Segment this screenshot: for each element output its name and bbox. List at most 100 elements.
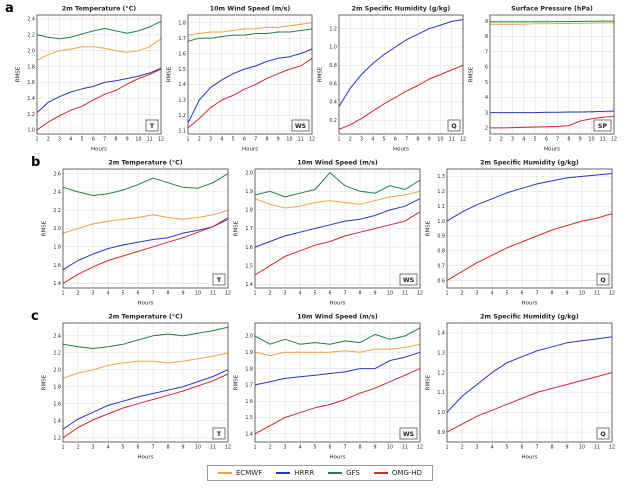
charts-row-a: 1 2 3 4 5 6 7 8 9 10 11 12 1.0 1.2 1.4 1.6 1.8 2.0 2.2 2.4 2… (14, 2, 618, 154)
x-tick-label: 1 (253, 291, 256, 297)
y-tick-label: 1.3 (437, 350, 445, 356)
chart-b-ws: 1 2 3 4 5 6 7 8 9 10 11 121.41.51.61.71.81.92.010m … (234, 160, 424, 307)
y-axis-label: RMSE (42, 374, 48, 390)
y-axis-label: RMSE (469, 66, 475, 82)
x-tick-label: 7 (103, 137, 106, 143)
y-tick-label: 2.6 (53, 171, 61, 177)
corner-label-box (596, 273, 610, 286)
y-tick-label: 1.0 (27, 128, 35, 134)
x-tick-label: 11 (600, 137, 606, 143)
x-tick-label: 12 (417, 445, 423, 451)
x-tick-label: 4 (522, 137, 525, 143)
x-tick-label: 9 (126, 137, 129, 143)
y-tick-label: 1.8 (27, 64, 35, 70)
chart-title: Surface Pressure (hPa) (511, 6, 593, 13)
corner-label: T (217, 431, 222, 438)
series-line-OMG-HD (338, 64, 464, 130)
y-tick-label: 0.6 (329, 81, 337, 87)
y-axis-label: RMSE (167, 66, 173, 82)
x-tick-label: 5 (313, 445, 316, 451)
x-tick-label: 2 (460, 445, 463, 451)
y-tick-label: 0.9 (437, 430, 445, 436)
series-line-ECMWF (490, 22, 614, 25)
x-tick-label: 12 (309, 137, 315, 143)
y-tick-label: 0.2 (329, 118, 337, 124)
corner-label: Q (451, 123, 456, 130)
x-tick-label: 9 (428, 137, 431, 143)
series-line-OMG-HD (62, 217, 229, 284)
plot-area (447, 169, 612, 288)
series-line-ECMWF (62, 209, 229, 234)
x-tick-label: 11 (402, 291, 408, 297)
plot-frame (187, 14, 313, 135)
x-tick-label: 8 (265, 137, 268, 143)
x-tick-label: 1 (186, 137, 189, 143)
corner-label: Q (600, 431, 605, 438)
legend-item-hrrr: HRRR (276, 469, 314, 477)
x-tick-label: 7 (556, 137, 559, 143)
x-tick-label: 10 (286, 137, 292, 143)
y-tick-label: 1.3 (178, 98, 186, 104)
y-tick-label: 1.4 (245, 432, 253, 438)
x-tick-label: 5 (313, 291, 316, 297)
series-line-GFS (254, 327, 421, 345)
y-axis-label: RMSE (234, 374, 240, 390)
y-axis-label: RMSE (16, 66, 22, 82)
y-tick-label: 1.0 (437, 410, 445, 416)
x-tick-label: 4 (298, 445, 301, 451)
x-tick-label: 8 (567, 137, 570, 143)
y-tick-label: 1.0 (329, 45, 337, 51)
y-tick-label: 1.6 (53, 401, 61, 407)
corner-label: WS (295, 123, 306, 130)
y-tick-label: 1.2 (27, 112, 35, 118)
plot-area (63, 323, 228, 442)
y-tick-label: 4 (485, 95, 488, 101)
panel-label-a: a (5, 1, 14, 16)
y-tick-label: 2.0 (245, 170, 253, 176)
plot-frame (254, 168, 421, 289)
y-tick-label: 1.1 (437, 390, 445, 396)
y-tick-label: 2.4 (53, 190, 61, 196)
series-line-HRRR (187, 48, 313, 124)
y-tick-label: 1.7 (245, 226, 253, 232)
corner-label: Q (600, 277, 605, 284)
x-tick-label: 10 (195, 291, 201, 297)
x-tick-label: 7 (343, 291, 346, 297)
chart-b-q: 1 2 3 4 5 6 7 8 9 10 11 120.60.70.80.91.01.11.21.32… (426, 160, 616, 307)
y-tick-label: 0.4 (329, 100, 337, 106)
plot-area (447, 323, 612, 442)
x-tick-label: 3 (511, 137, 514, 143)
chart-c-t: 1 2 3 4 5 6 7 8 9 10 11 121.21.41.61.82.02.22.42m T… (42, 313, 232, 461)
chart-a-ws: 1 2 3 4 5 6 7 8 9 10 11 121.11.21.31.41.51.61.71.81… (167, 6, 316, 153)
series-line-OMG-HD (62, 373, 229, 439)
x-tick-label: 3 (283, 291, 286, 297)
x-tick-label: 9 (181, 445, 184, 451)
x-tick-label: 1 (253, 445, 256, 451)
x-tick-label: 1 (488, 137, 491, 143)
panel-label-b: b (31, 155, 41, 170)
x-tick-label: 2 (268, 445, 271, 451)
y-tick-label: 2.0 (53, 226, 61, 232)
series-line-OMG-HD (254, 368, 421, 435)
x-tick-label: 10 (437, 137, 443, 143)
series-line-HRRR (254, 351, 421, 386)
y-tick-label: 0.8 (329, 63, 337, 69)
x-tick-label: 1 (337, 137, 340, 143)
plot-frame (446, 322, 613, 443)
y-tick-label: 1.5 (245, 415, 253, 421)
series-line-HRRR (254, 198, 421, 248)
chart-c-q: 1 2 3 4 5 6 7 8 9 10 11 120.91.01.11.21.31.42m Spec… (426, 314, 616, 461)
x-tick-label: 5 (505, 445, 508, 451)
x-tick-label: 8 (358, 291, 361, 297)
y-tick-label: 2 (485, 126, 488, 132)
series-line-ECMWF (62, 352, 229, 379)
y-tick-label: 1.4 (245, 282, 253, 288)
chart-title: 2m Specific Humidity (g/kg) (480, 314, 579, 321)
x-tick-label: 6 (520, 445, 523, 451)
panel-row-b: b 1 2 3 4 5 6 7 8 9 10 11 12 1.4 1.6 1.8 2.0 2.2 2.4 2.6 2m… (0, 156, 640, 308)
series-line-HRRR (62, 369, 229, 430)
y-axis-label: RMSE (42, 220, 48, 236)
y-tick-label: 1.2 (178, 113, 186, 119)
